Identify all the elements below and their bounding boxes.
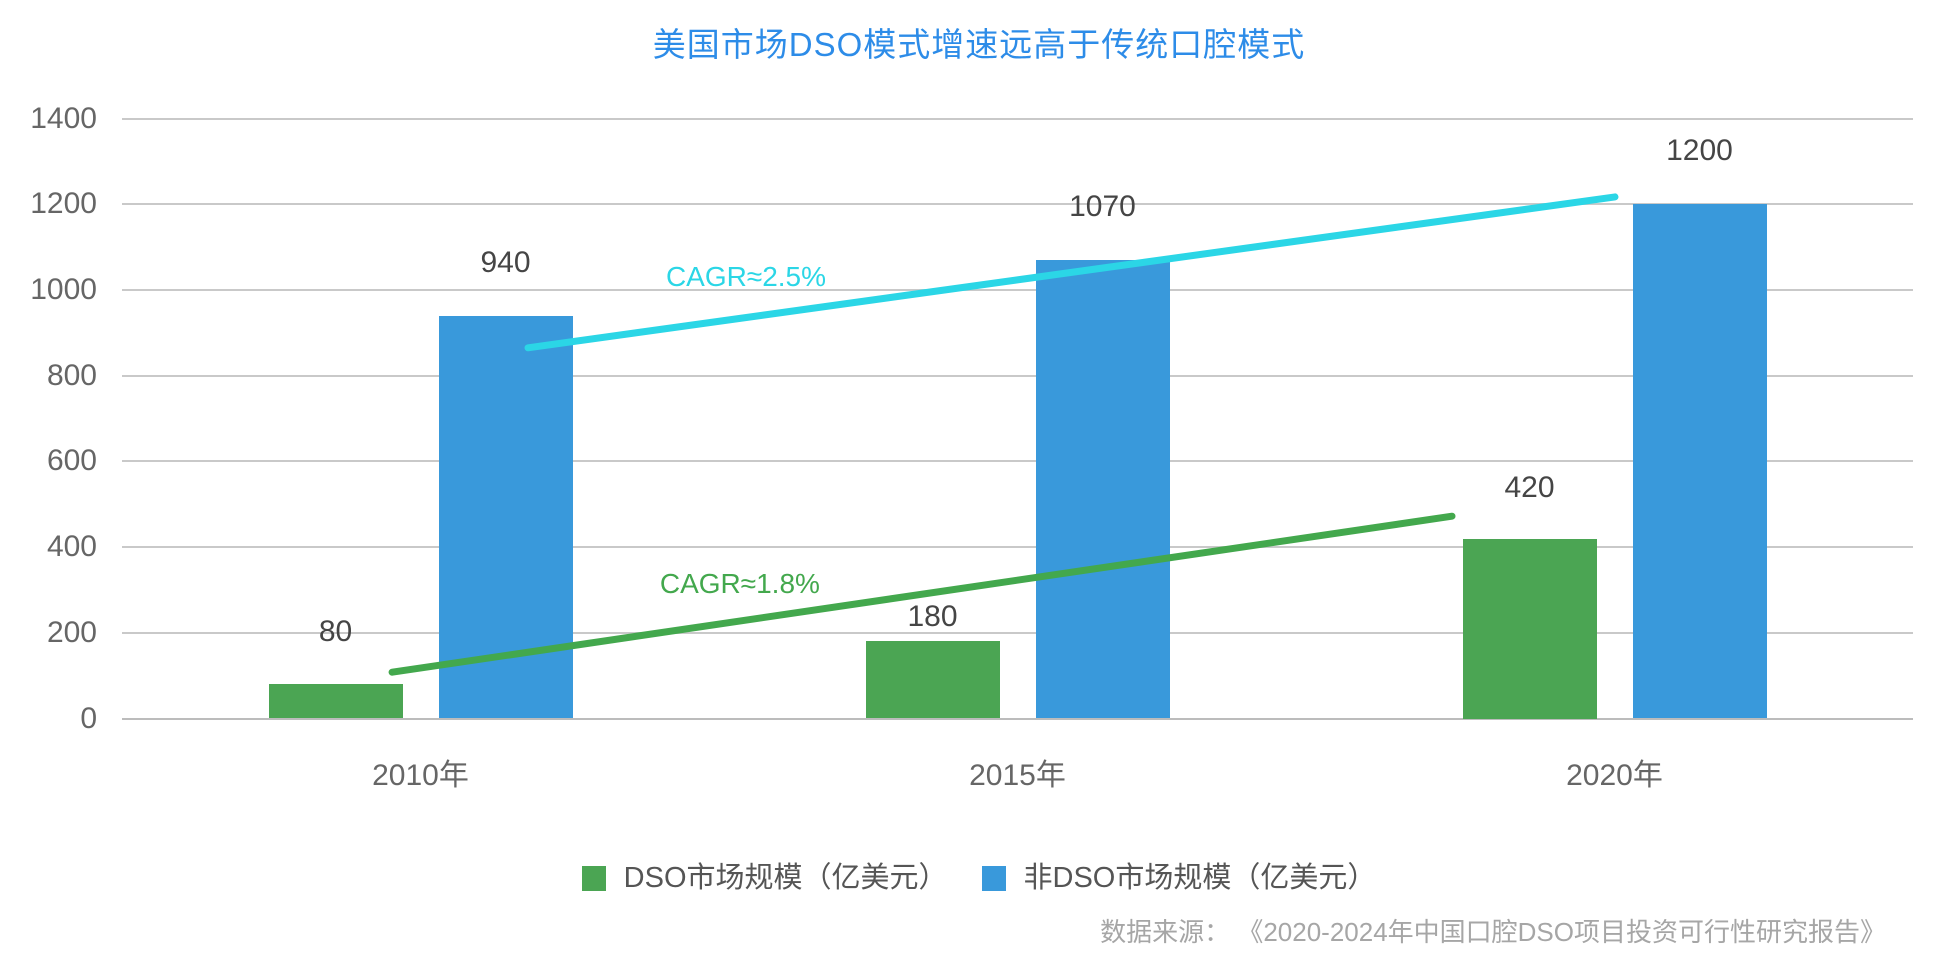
bar-dso-2020: [1462, 538, 1597, 719]
bar-non-dso-2010: [438, 315, 573, 719]
x-axis-label: 2015年: [969, 759, 1066, 792]
chart-title: 美国市场DSO模式增速远高于传统口腔模式: [652, 26, 1306, 63]
grid-line: [122, 374, 1913, 377]
bar-value-label: 1070: [1069, 189, 1136, 223]
y-axis-label: 1400: [30, 101, 97, 135]
cagr-label-dso-trend: CAGR≈1.8%: [659, 567, 820, 599]
y-axis-label: 400: [46, 530, 97, 564]
y-axis-label: 0: [80, 701, 97, 735]
legend-label: DSO市场规模（亿美元）: [623, 862, 948, 894]
legend: DSO市场规模（亿美元） 非DSO市场规模（亿美元）: [0, 861, 1958, 895]
y-axis-label: 1200: [30, 187, 97, 221]
legend-item[interactable]: DSO市场规模（亿美元）: [581, 861, 948, 895]
y-axis-label: 600: [46, 444, 97, 478]
bar-value-label: 1200: [1666, 134, 1733, 168]
bar-value-label: 420: [1504, 470, 1555, 504]
grid-line: [122, 117, 1913, 120]
y-axis-label: 200: [46, 615, 97, 649]
bar-value-label: 180: [907, 600, 958, 634]
bar-value-label: 80: [318, 615, 353, 649]
y-axis-label: 800: [46, 358, 97, 392]
x-axis-label: 2010年: [372, 759, 469, 792]
source-note: 数据来源： 《2020-2024年中国口腔DSO项目投资可行性研究报告》: [1100, 917, 1886, 947]
legend-swatch-icon: [581, 865, 606, 891]
grid-line: [122, 460, 1913, 463]
legend-item[interactable]: 非DSO市场规模（亿美元）: [981, 861, 1377, 895]
bar-non-dso-2015: [1035, 259, 1170, 719]
legend-label: 非DSO市场规模（亿美元）: [1023, 862, 1377, 894]
bar-dso-2015: [865, 641, 1000, 719]
bar-dso-2010: [268, 684, 403, 719]
bar-non-dso-2020: [1632, 204, 1767, 719]
x-axis-label: 2020年: [1566, 759, 1663, 792]
legend-swatch-icon: [981, 865, 1006, 891]
y-axis-label: 1000: [30, 272, 97, 306]
grid-line: [122, 717, 1913, 720]
bar-value-label: 940: [480, 245, 531, 279]
cagr-label-non-dso-trend: CAGR≈2.5%: [665, 261, 827, 293]
